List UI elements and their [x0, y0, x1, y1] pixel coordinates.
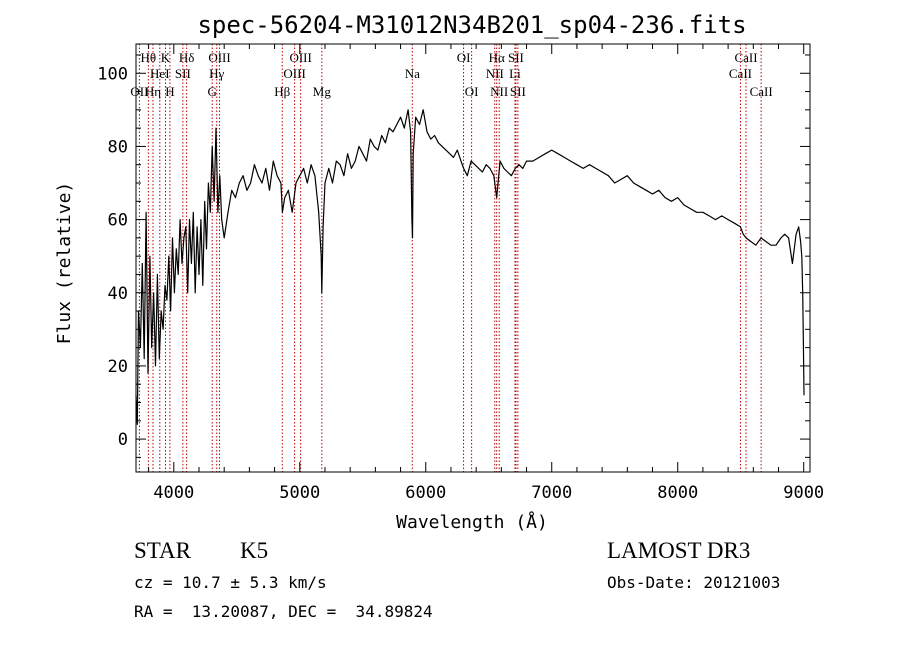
- line-label: NII: [490, 84, 508, 99]
- survey-label: LAMOST DR3: [607, 538, 751, 563]
- line-label: SII: [508, 50, 524, 65]
- line-label: SII: [175, 66, 191, 81]
- y-tick-label: 60: [108, 211, 128, 231]
- y-axis: 0 20 40 60 80 100: [97, 54, 810, 458]
- line-label: G: [208, 84, 217, 99]
- line-label: CaII: [729, 66, 752, 81]
- x-axis-label: Wavelength (Å): [396, 511, 548, 533]
- y-tick-label: 0: [118, 430, 128, 450]
- object-subclass: K5: [240, 538, 269, 563]
- line-label: OIII: [208, 50, 230, 65]
- line-label: OII: [130, 84, 148, 99]
- obs-date: Obs-Date: 20121003: [607, 573, 781, 592]
- line-markers: [138, 44, 762, 472]
- x-tick-label: 4000: [153, 483, 194, 503]
- line-label: Li: [509, 66, 521, 81]
- line-label: SII: [510, 84, 526, 99]
- spectrum-line: [135, 109, 805, 425]
- chart-title: spec-56204-M31012N34B201_sp04-236.fits: [197, 11, 746, 39]
- y-tick-label: 20: [108, 357, 128, 377]
- x-tick-label: 7000: [531, 483, 572, 503]
- line-label: HeI: [150, 66, 170, 81]
- y-tick-label: 40: [108, 284, 128, 304]
- x-tick-label: 6000: [405, 483, 446, 503]
- line-label: OIII: [289, 50, 311, 65]
- line-label: Hδ: [179, 50, 195, 65]
- x-axis: 4000 5000 6000 7000 8000 9000: [148, 44, 824, 503]
- line-label: Hβ: [274, 84, 290, 99]
- line-label: OI: [465, 84, 479, 99]
- coordinates: RA = 13.20087, DEC = 34.89824: [134, 602, 433, 621]
- line-label: Na: [405, 66, 420, 81]
- line-label: OI: [457, 50, 471, 65]
- line-label: Hα: [489, 50, 505, 65]
- line-label: CaII: [734, 50, 757, 65]
- object-class: STAR: [134, 538, 191, 563]
- line-label: H: [165, 84, 174, 99]
- y-axis-label: Flux (relative): [54, 182, 75, 345]
- plot-frame: [135, 43, 811, 473]
- redshift-cz: cz = 10.7 ± 5.3 km/s: [134, 573, 327, 592]
- line-label: Mg: [313, 84, 332, 99]
- y-tick-label: 100: [97, 64, 128, 84]
- line-label: Hγ: [209, 66, 224, 81]
- x-tick-label: 8000: [657, 483, 698, 503]
- x-tick-label: 5000: [279, 483, 320, 503]
- line-label: CaII: [750, 84, 773, 99]
- line-label: K: [161, 50, 171, 65]
- line-label: Hη: [145, 84, 161, 99]
- y-tick-label: 80: [108, 137, 128, 157]
- line-label: OIII: [283, 66, 305, 81]
- line-label: Hθ: [141, 50, 157, 65]
- x-tick-label: 9000: [783, 483, 824, 503]
- line-label: NII: [486, 66, 504, 81]
